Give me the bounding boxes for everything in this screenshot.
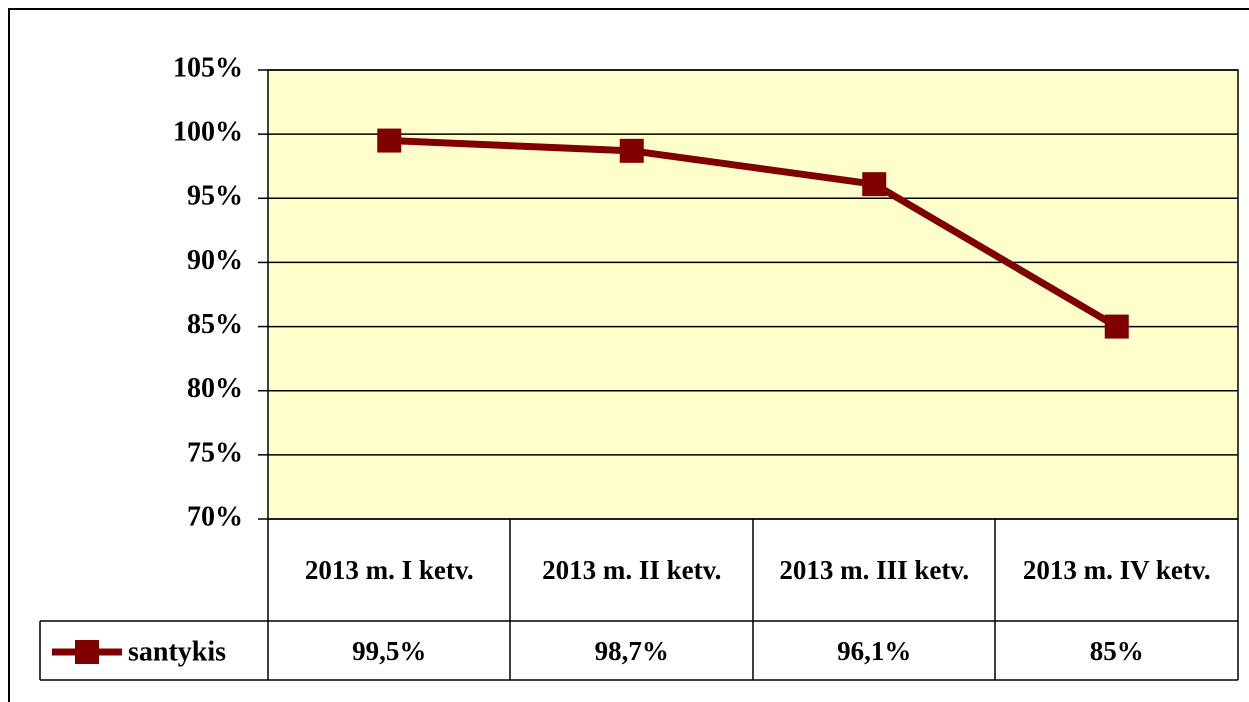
marker — [377, 128, 402, 153]
category-label: 2013 m. III ketv. — [779, 555, 970, 585]
marker — [862, 172, 887, 197]
value-label: 98,7% — [594, 635, 669, 666]
value-label: 96,1% — [837, 635, 912, 666]
category-label: 2013 m. II ketv. — [542, 555, 722, 585]
y-tick-label: 105% — [173, 52, 243, 83]
y-tick-label: 90% — [187, 245, 243, 276]
y-tick-label: 100% — [173, 117, 243, 148]
y-tick-label: 75% — [187, 437, 243, 468]
y-tick-label: 70% — [187, 501, 243, 532]
value-label: 99,5% — [352, 635, 427, 666]
y-tick-label: 95% — [187, 181, 243, 212]
category-label: 2013 m. I ketv. — [304, 555, 474, 585]
y-tick-label: 85% — [187, 309, 243, 340]
category-label: 2013 m. IV ketv. — [1022, 555, 1211, 585]
y-tick-label: 80% — [187, 373, 243, 404]
marker — [1104, 314, 1129, 339]
line — [389, 137, 1119, 330]
plot-area — [267, 69, 1239, 520]
legend-label: santykis — [128, 636, 226, 667]
legend-marker — [75, 640, 99, 664]
value-label: 85% — [1089, 635, 1144, 666]
data-table-grid — [39, 519, 1239, 681]
marker — [619, 138, 644, 163]
